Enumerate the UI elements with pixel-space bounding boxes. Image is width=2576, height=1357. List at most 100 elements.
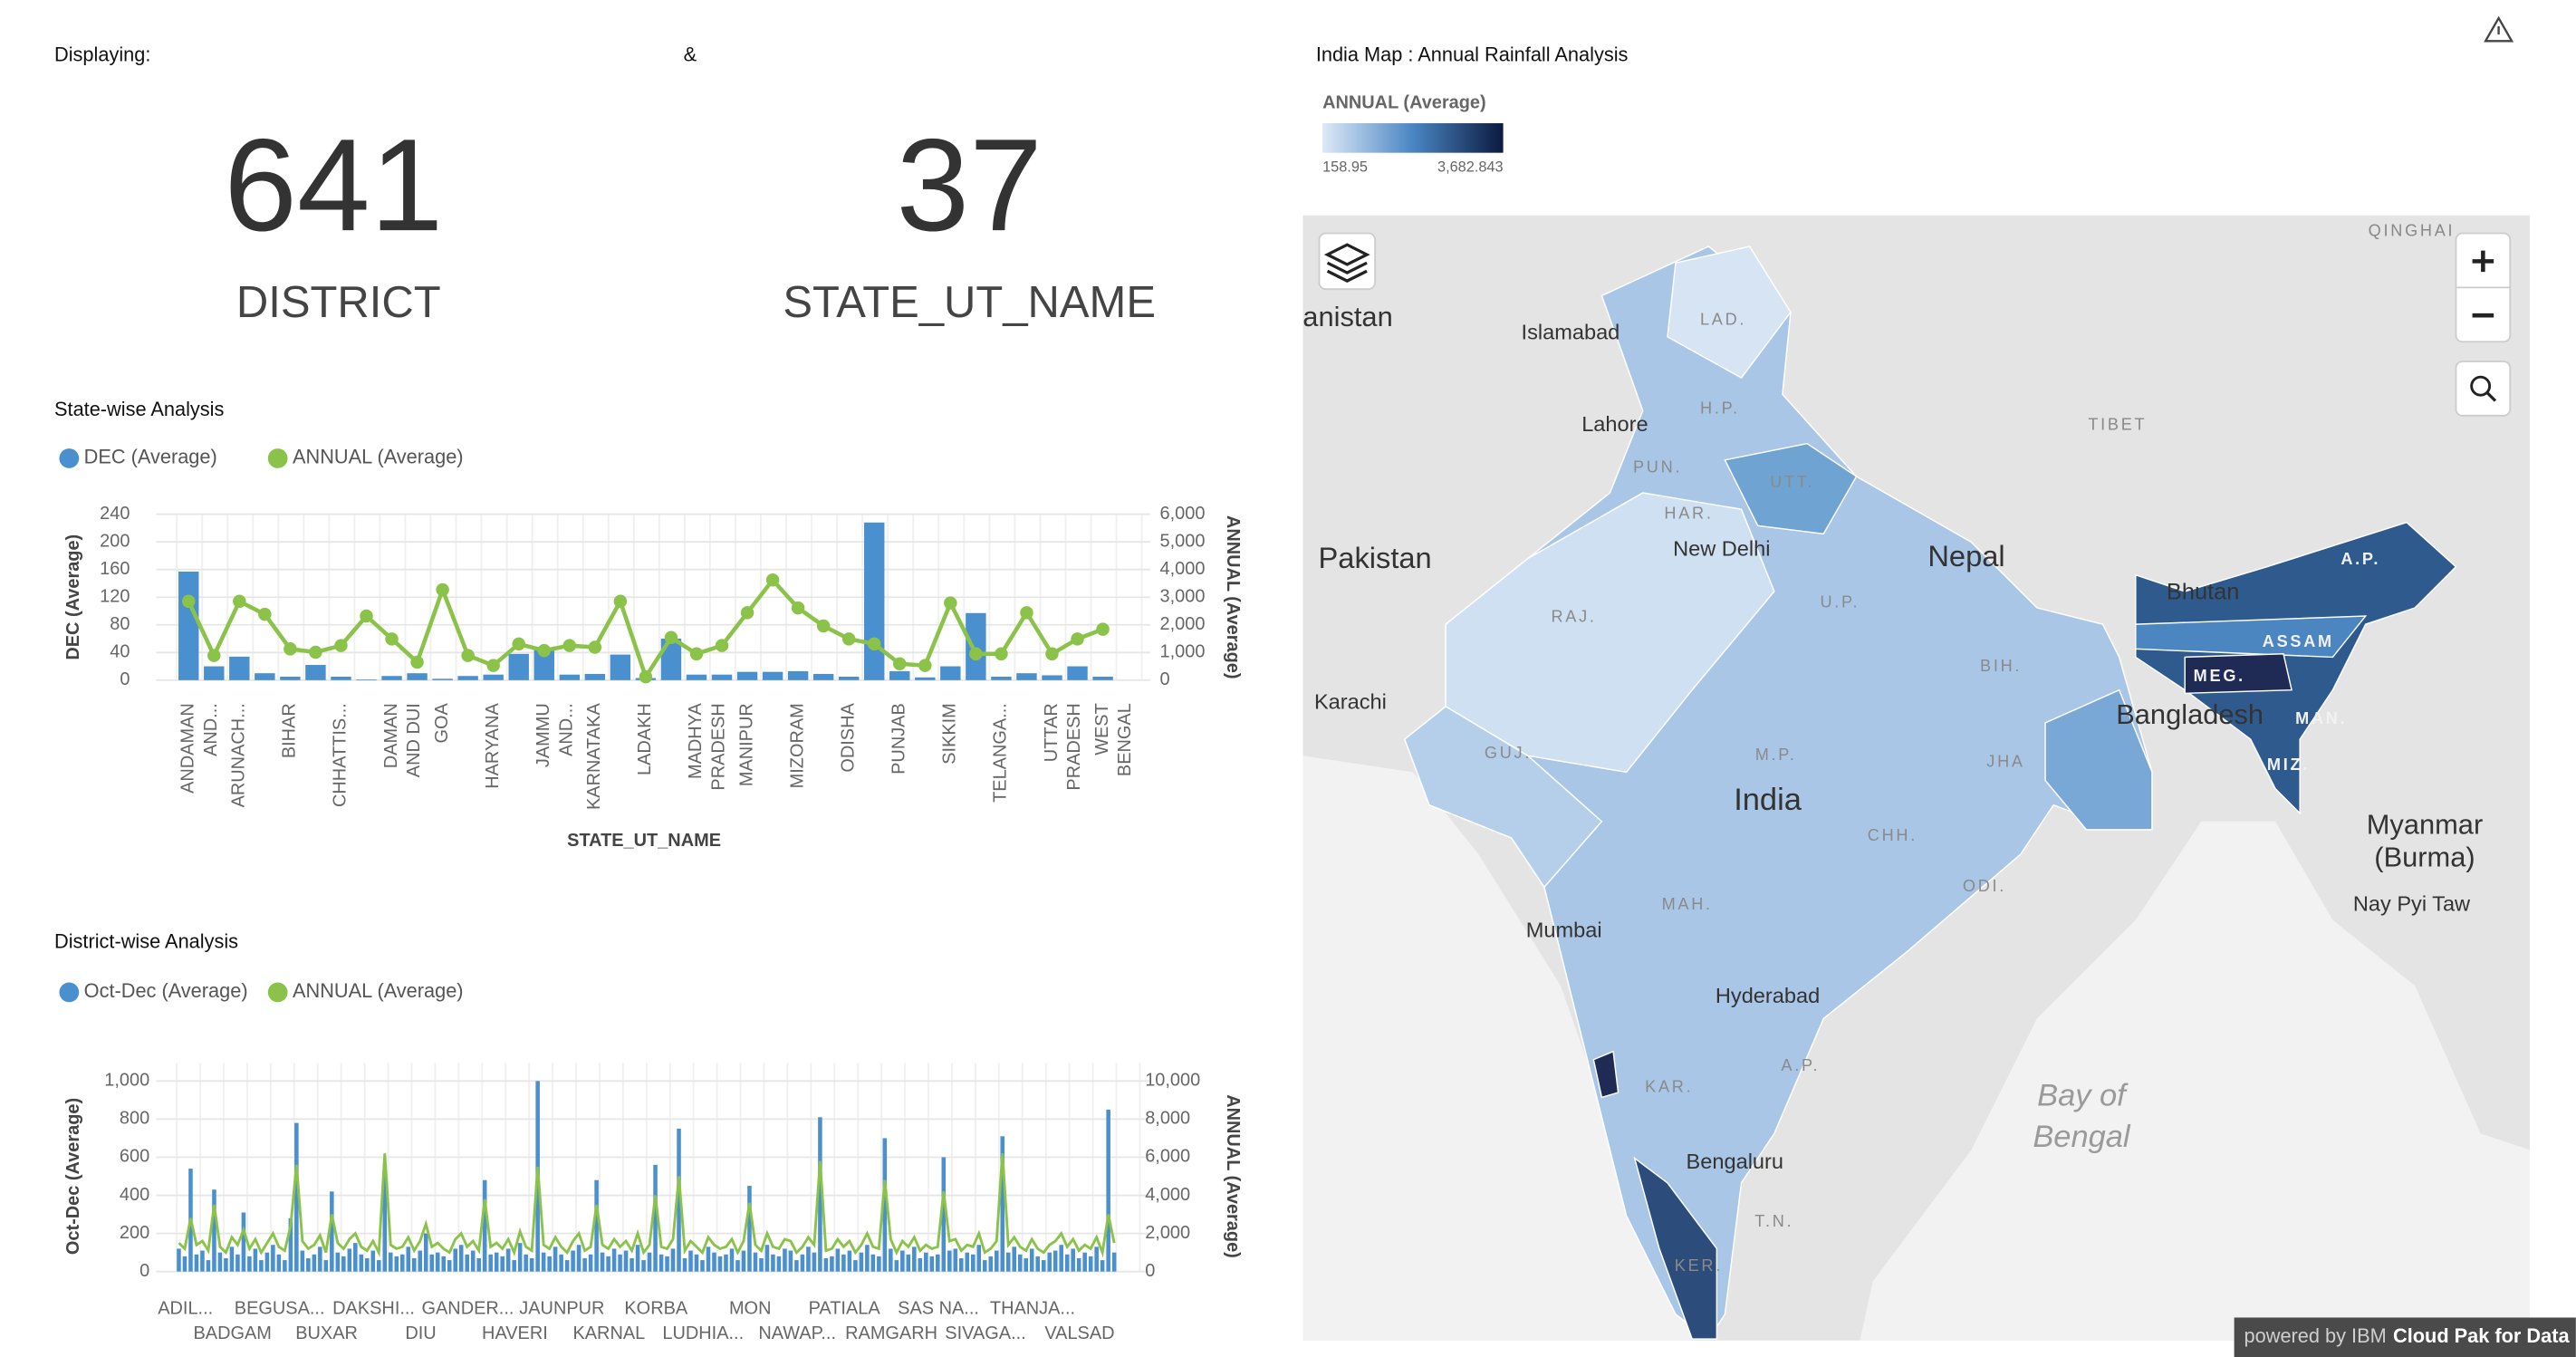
state-shape[interactable] bbox=[1592, 1050, 1620, 1099]
map-region-label: HAR. bbox=[1664, 504, 1713, 522]
y-tick-label: 160 bbox=[100, 559, 130, 579]
bar bbox=[929, 1256, 935, 1272]
line-point bbox=[1096, 622, 1110, 636]
state-shape[interactable] bbox=[2135, 521, 2457, 815]
warning-icon[interactable] bbox=[2484, 15, 2514, 43]
x-tick-label: CHHATTIS... bbox=[331, 703, 351, 807]
line-point bbox=[588, 640, 602, 654]
line-point bbox=[765, 573, 780, 587]
x-tick-label-line: AND... bbox=[556, 703, 576, 756]
bar bbox=[853, 1260, 858, 1272]
bar bbox=[253, 1248, 258, 1272]
legend-marker bbox=[267, 448, 288, 468]
bar bbox=[330, 1191, 334, 1272]
bar bbox=[670, 1248, 676, 1272]
map-region-label: MEG. bbox=[2194, 667, 2245, 685]
bar bbox=[476, 1257, 481, 1272]
map-legend-title: ANNUAL (Average) bbox=[1322, 93, 1486, 113]
bar bbox=[335, 1252, 341, 1272]
bar bbox=[1016, 673, 1037, 680]
chart-title: District-wise Analysis bbox=[54, 930, 238, 953]
bar bbox=[264, 1252, 270, 1272]
bar bbox=[483, 674, 504, 680]
bar bbox=[353, 1243, 358, 1272]
bar bbox=[365, 1257, 370, 1272]
bar bbox=[1024, 1257, 1028, 1272]
state-shape[interactable] bbox=[1403, 705, 1603, 889]
bar bbox=[712, 1252, 716, 1272]
bar bbox=[764, 1245, 770, 1272]
bar bbox=[482, 1179, 487, 1272]
map-region-label: M.P. bbox=[1755, 746, 1797, 764]
y-tick-label: 1,000 bbox=[104, 1071, 149, 1091]
bar bbox=[255, 673, 275, 680]
bar bbox=[488, 1254, 493, 1272]
y2-tick-label: 10,000 bbox=[1145, 1071, 1200, 1091]
line-point bbox=[385, 632, 399, 646]
x-tick-label: BEGUSA... bbox=[235, 1299, 325, 1319]
x-tick-label: KARNAL bbox=[572, 1323, 645, 1343]
map-place-label: QINGHAI bbox=[2369, 222, 2456, 240]
bar bbox=[1088, 1256, 1093, 1272]
bar bbox=[806, 1246, 811, 1272]
legend-label: ANNUAL (Average) bbox=[293, 979, 464, 1002]
bar bbox=[724, 1254, 728, 1272]
y2-tick-label: 2,000 bbox=[1145, 1223, 1190, 1243]
bar bbox=[276, 1254, 282, 1272]
map-place-label: India bbox=[1734, 783, 1802, 817]
bar bbox=[300, 1250, 305, 1272]
bar bbox=[407, 673, 428, 680]
search-button[interactable] bbox=[2455, 361, 2512, 417]
state-shape[interactable] bbox=[1633, 1156, 1718, 1340]
line-point bbox=[309, 645, 322, 659]
state-shape[interactable] bbox=[2135, 615, 2368, 659]
bar bbox=[394, 1256, 399, 1272]
bar bbox=[1017, 1254, 1023, 1272]
x-tick-label: TELANGA... bbox=[991, 703, 1011, 803]
bar bbox=[812, 673, 834, 680]
line-point bbox=[791, 601, 805, 615]
state-shape[interactable] bbox=[1724, 442, 1858, 535]
bar bbox=[600, 1252, 605, 1272]
map[interactable]: anistan Islamabad Lahore Pakistan New Delhi N… bbox=[1302, 215, 2531, 1357]
bar bbox=[1071, 1248, 1075, 1272]
bar bbox=[559, 1254, 563, 1272]
bar bbox=[1012, 1246, 1017, 1272]
state-shape[interactable] bbox=[1667, 245, 1792, 380]
state-shape[interactable] bbox=[2184, 653, 2292, 695]
bar bbox=[741, 1250, 746, 1272]
bar bbox=[1035, 1256, 1040, 1272]
bar bbox=[653, 1164, 658, 1272]
search-icon bbox=[2485, 391, 2497, 402]
map-region-label: KER. bbox=[1675, 1256, 1723, 1275]
bar bbox=[711, 674, 733, 680]
map-place-label: Lahore bbox=[1581, 412, 1648, 436]
y2-tick-label: 0 bbox=[1145, 1261, 1155, 1281]
x-tick-label: PATIALA bbox=[809, 1299, 881, 1319]
bar bbox=[889, 1248, 893, 1272]
bar bbox=[841, 1254, 846, 1272]
bar bbox=[576, 1245, 582, 1272]
bar bbox=[305, 665, 326, 680]
bar bbox=[658, 1254, 664, 1272]
bar bbox=[470, 1250, 476, 1272]
x-tick-label-line: AND DUI bbox=[404, 703, 424, 777]
y-tick-label: 400 bbox=[120, 1185, 149, 1205]
bar bbox=[947, 1250, 952, 1272]
line-point bbox=[918, 659, 932, 672]
line-point bbox=[944, 596, 957, 610]
x-tick-label: ADIL... bbox=[158, 1299, 213, 1319]
bar bbox=[241, 1212, 246, 1272]
line-point bbox=[1045, 647, 1059, 661]
line-point bbox=[1071, 632, 1084, 646]
line-point bbox=[410, 655, 424, 669]
zoom-in[interactable] bbox=[2472, 250, 2494, 273]
map-region-label: ODI. bbox=[1963, 877, 2006, 895]
bar bbox=[677, 1128, 681, 1272]
state-shape[interactable] bbox=[2044, 688, 2153, 831]
x-tick-label: NAWAP... bbox=[758, 1323, 836, 1343]
bar bbox=[505, 1248, 511, 1272]
footer-badge bbox=[2234, 1317, 2576, 1357]
bar bbox=[865, 1245, 870, 1272]
bar bbox=[1106, 1109, 1110, 1272]
